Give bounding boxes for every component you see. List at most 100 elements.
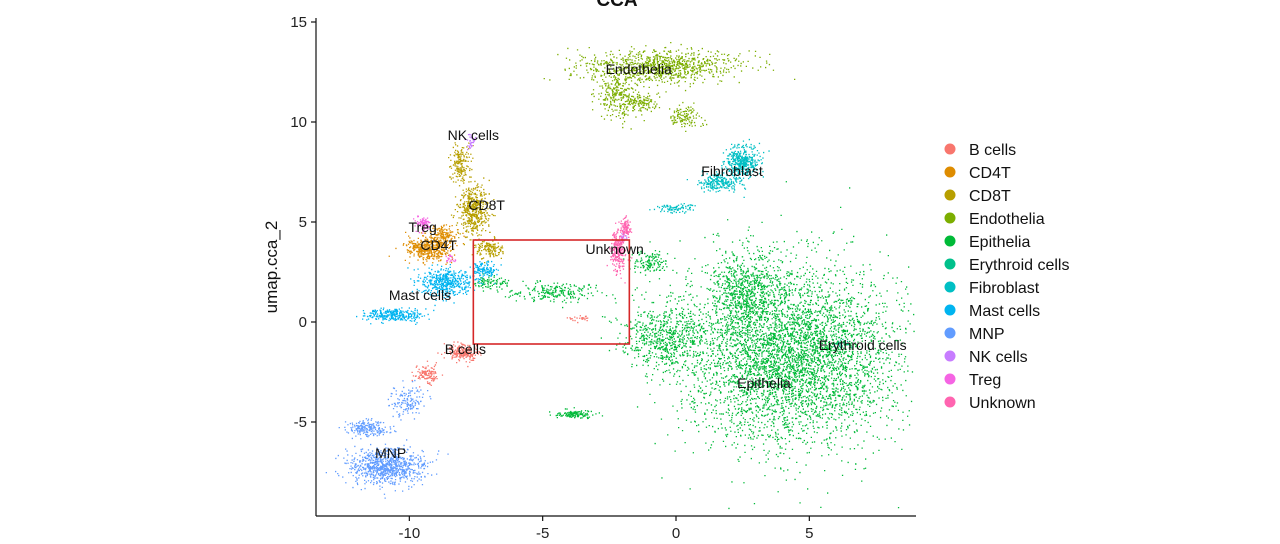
cluster-blob	[464, 260, 502, 285]
cluster-points-erythroid-cells	[833, 338, 853, 351]
cluster-label: CD8T	[468, 197, 505, 213]
x-tick-label: -10	[398, 525, 420, 542]
cluster-blob	[669, 101, 708, 132]
legend-swatch	[944, 350, 956, 362]
cluster-blob	[686, 169, 747, 198]
legend-swatch	[944, 281, 956, 293]
cluster-blob	[497, 280, 647, 309]
cluster-blob	[549, 407, 604, 420]
cluster-blob	[445, 254, 457, 263]
legend-item: Treg	[944, 372, 1001, 389]
legend-swatch	[944, 166, 956, 178]
cluster-points-b-cells	[411, 315, 589, 388]
cluster-points-cd4t	[388, 224, 466, 266]
cluster-blob	[620, 215, 633, 238]
x-tick-label: 0	[672, 525, 680, 542]
scatter-points	[325, 42, 915, 510]
x-axis-ticks: -10 -5 0 5	[398, 516, 814, 542]
cluster-blob	[833, 338, 853, 351]
cluster-blob	[424, 224, 465, 248]
cluster-blob	[407, 264, 484, 307]
legend-item: Endothelia	[944, 211, 1045, 228]
cluster-blob	[566, 315, 589, 324]
cluster-points-fibroblast	[649, 138, 770, 214]
cluster-blob	[338, 418, 397, 440]
cluster-label: Fibroblast	[701, 163, 763, 179]
legend-item: NK cells	[944, 349, 1028, 366]
legend-swatch	[944, 327, 956, 339]
legend-swatch	[944, 212, 956, 224]
legend-swatch	[944, 143, 956, 155]
legend: B cells CD4T CD8T Endothelia Epithelia Erythr…	[944, 142, 1069, 412]
legend-item: Unknown	[944, 395, 1036, 412]
legend-label: Erythroid cells	[969, 257, 1069, 274]
y-axis-title: umap.cca_2	[262, 221, 281, 314]
y-tick-label: 10	[290, 114, 307, 131]
y-tick-label: 15	[290, 14, 307, 31]
legend-item: MNP	[944, 326, 1005, 343]
legend-item: B cells	[944, 142, 1016, 159]
cluster-blob	[591, 58, 650, 130]
cluster-label: Unknown	[585, 241, 643, 257]
y-tick-label: 5	[299, 214, 307, 231]
legend-label: NK cells	[969, 349, 1028, 366]
cluster-label: Epithelia	[737, 375, 791, 391]
cluster-points-endothelia	[543, 42, 796, 132]
legend-item: Erythroid cells	[944, 257, 1069, 274]
x-tick-label: 5	[805, 525, 813, 542]
legend-swatch	[944, 189, 956, 201]
cluster-points-cd8t	[448, 142, 504, 264]
legend-item: CD4T	[944, 165, 1011, 182]
legend-label: Fibroblast	[969, 280, 1040, 297]
legend-item: Mast cells	[944, 303, 1040, 320]
cluster-blob	[388, 230, 466, 266]
cluster-blob	[619, 91, 661, 116]
y-tick-label: -5	[294, 414, 307, 431]
legend-swatch	[944, 304, 956, 316]
cluster-blob	[464, 133, 477, 151]
y-tick-label: 0	[299, 314, 307, 331]
legend-label: B cells	[969, 142, 1016, 159]
cluster-blob	[387, 379, 432, 421]
cluster-points-treg	[413, 215, 457, 263]
cluster-points-mnp	[325, 379, 449, 499]
cluster-blob	[623, 241, 678, 283]
cluster-label: Endothelia	[606, 61, 672, 77]
cluster-blob	[356, 307, 435, 325]
cluster-label: Erythroid cells	[819, 337, 907, 353]
cluster-label: NK cells	[448, 127, 499, 143]
legend-swatch	[944, 235, 956, 247]
y-axis-ticks: -5 0 5 10 15	[290, 14, 316, 431]
highlight-box	[472, 239, 631, 345]
legend-swatch	[944, 258, 956, 270]
cluster-blob	[325, 439, 449, 499]
cluster-points-mast-cells	[356, 260, 502, 325]
cluster-blob	[413, 215, 431, 234]
cluster-label: CD4T	[420, 237, 457, 253]
legend-label: Mast cells	[969, 303, 1040, 320]
cluster-blob	[604, 221, 633, 284]
legend-swatch	[944, 396, 956, 408]
plot-title: CCA	[596, 0, 637, 11]
legend-label: MNP	[969, 326, 1005, 343]
cluster-blob	[600, 278, 726, 385]
legend-label: CD4T	[969, 165, 1011, 182]
cluster-blob	[450, 177, 496, 253]
cluster-blob	[543, 42, 796, 93]
cluster-labels: B cells CD4T CD8T Endothelia Epithelia Erythr…	[375, 61, 907, 461]
cluster-label: Mast cells	[389, 287, 451, 303]
cluster-blob	[411, 357, 445, 388]
legend-item: Fibroblast	[944, 280, 1040, 297]
cluster-label: MNP	[375, 445, 406, 461]
legend-label: Treg	[969, 372, 1001, 389]
legend-label: Endothelia	[969, 211, 1045, 228]
cluster-points-nk-cells	[464, 133, 628, 242]
cluster-points-unknown	[604, 215, 633, 284]
cluster-blob	[649, 203, 696, 214]
legend-label: Unknown	[969, 395, 1036, 412]
x-tick-label: -5	[536, 525, 549, 542]
legend-swatch	[944, 373, 956, 385]
cluster-blob	[690, 219, 805, 355]
legend-item: CD8T	[944, 188, 1011, 205]
